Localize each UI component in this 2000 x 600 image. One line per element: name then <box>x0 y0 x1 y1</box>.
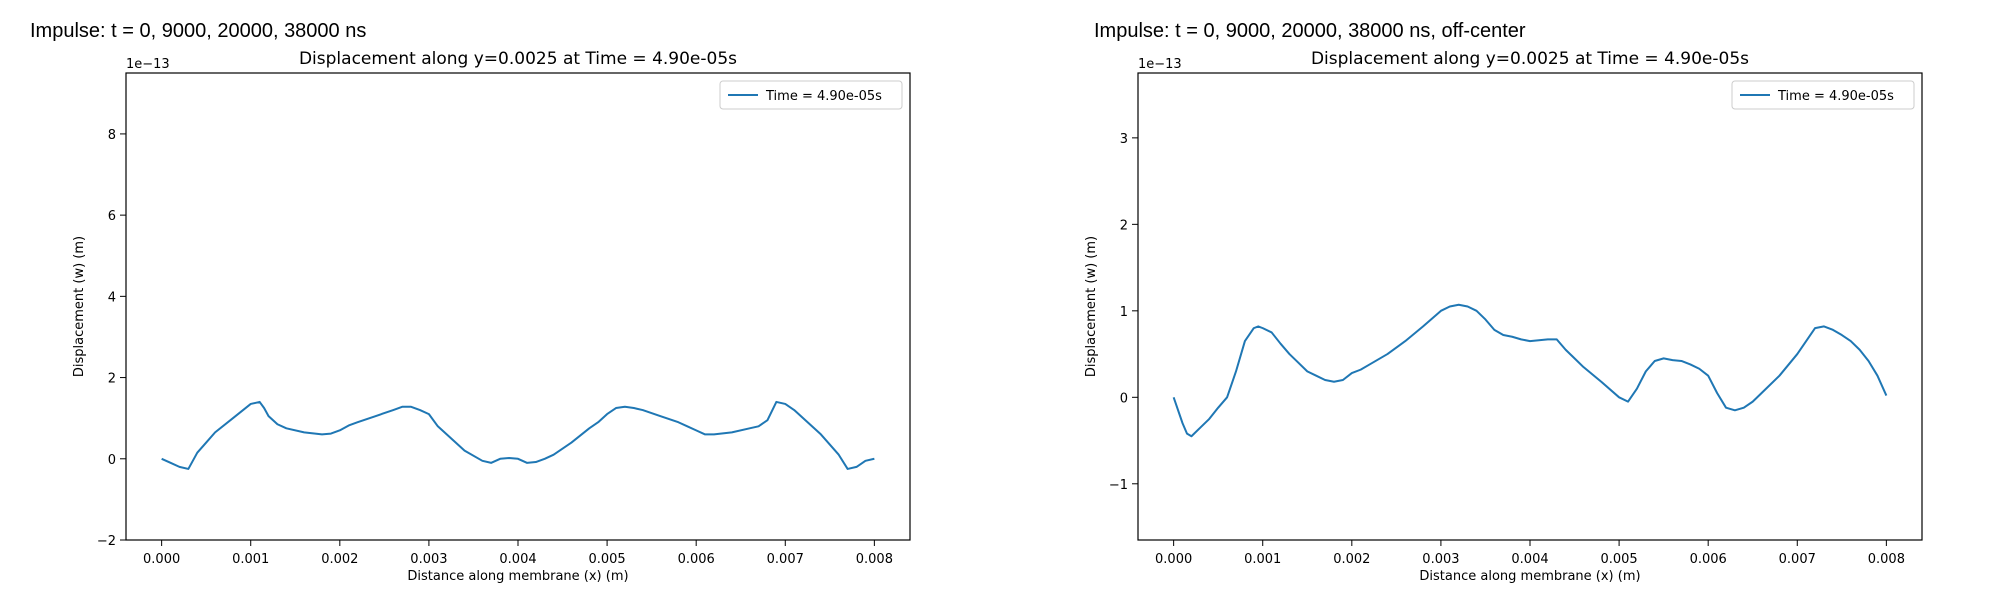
x-tick-label: 0.005 <box>588 552 625 567</box>
y-tick-label: 6 <box>108 209 116 224</box>
y-tick-label: 2 <box>1120 218 1128 233</box>
x-tick-label: 0.000 <box>1155 552 1192 567</box>
x-tick-label: 0.003 <box>410 552 447 567</box>
y-tick-label: 0 <box>1120 391 1128 406</box>
y-tick-label: 0 <box>108 453 116 468</box>
chart-right: Displacement along y=0.0025 at Time = 4.… <box>1084 49 1923 584</box>
x-tick-label: 0.002 <box>1333 552 1370 567</box>
x-tick-label: 0.008 <box>856 552 893 567</box>
plot-frame <box>125 72 911 541</box>
x-tick-label: 0.007 <box>1779 552 1816 567</box>
chart-left: Displacement along y=0.0025 at Time = 4.… <box>72 49 911 584</box>
y-offset-label: 1e−13 <box>126 57 170 72</box>
legend-box <box>1731 80 1915 110</box>
chart-title: Displacement along y=0.0025 at Time = 4.… <box>1311 49 1749 69</box>
y-tick-label: −2 <box>97 534 116 549</box>
y-tick-label: 1 <box>1120 305 1128 320</box>
legend-entry-label: Time = 4.90e-05s <box>765 89 882 104</box>
x-tick-label: 0.002 <box>321 552 358 567</box>
x-tick-label: 0.006 <box>1690 552 1727 567</box>
x-tick-label: 0.007 <box>767 552 804 567</box>
panel-heading-left: Impulse: t = 0, 9000, 20000, 38000 ns <box>30 20 367 42</box>
legend-entry-label: Time = 4.90e-05s <box>1777 89 1894 104</box>
x-tick-label: 0.003 <box>1422 552 1459 567</box>
y-tick-label: 4 <box>108 290 116 305</box>
plot-frame <box>1137 72 1923 541</box>
y-offset-label: 1e−13 <box>1138 57 1182 72</box>
series-line <box>1172 303 1888 438</box>
x-tick-label: 0.001 <box>1244 552 1281 567</box>
chart-title: Displacement along y=0.0025 at Time = 4.… <box>299 49 737 69</box>
x-tick-label: 0.005 <box>1600 552 1637 567</box>
legend-box <box>719 80 903 110</box>
y-tick-label: 3 <box>1120 132 1128 147</box>
y-axis-label: Displacement (w) (m) <box>72 236 87 377</box>
x-tick-label: 0.006 <box>678 552 715 567</box>
y-tick-label: 2 <box>108 372 116 387</box>
y-tick-label: 8 <box>108 128 116 143</box>
panel-heading-right: Impulse: t = 0, 9000, 20000, 38000 ns, o… <box>1094 20 1526 42</box>
x-tick-label: 0.004 <box>1511 552 1548 567</box>
x-tick-label: 0.001 <box>232 552 269 567</box>
x-tick-label: 0.008 <box>1868 552 1905 567</box>
series-line <box>161 400 875 470</box>
x-tick-label: 0.000 <box>143 552 180 567</box>
y-tick-label: −1 <box>1109 478 1128 493</box>
x-tick-label: 0.004 <box>499 552 536 567</box>
x-axis-label: Distance along membrane (x) (m) <box>1419 569 1640 584</box>
y-axis-label: Displacement (w) (m) <box>1084 236 1099 377</box>
x-axis-label: Distance along membrane (x) (m) <box>407 569 628 584</box>
